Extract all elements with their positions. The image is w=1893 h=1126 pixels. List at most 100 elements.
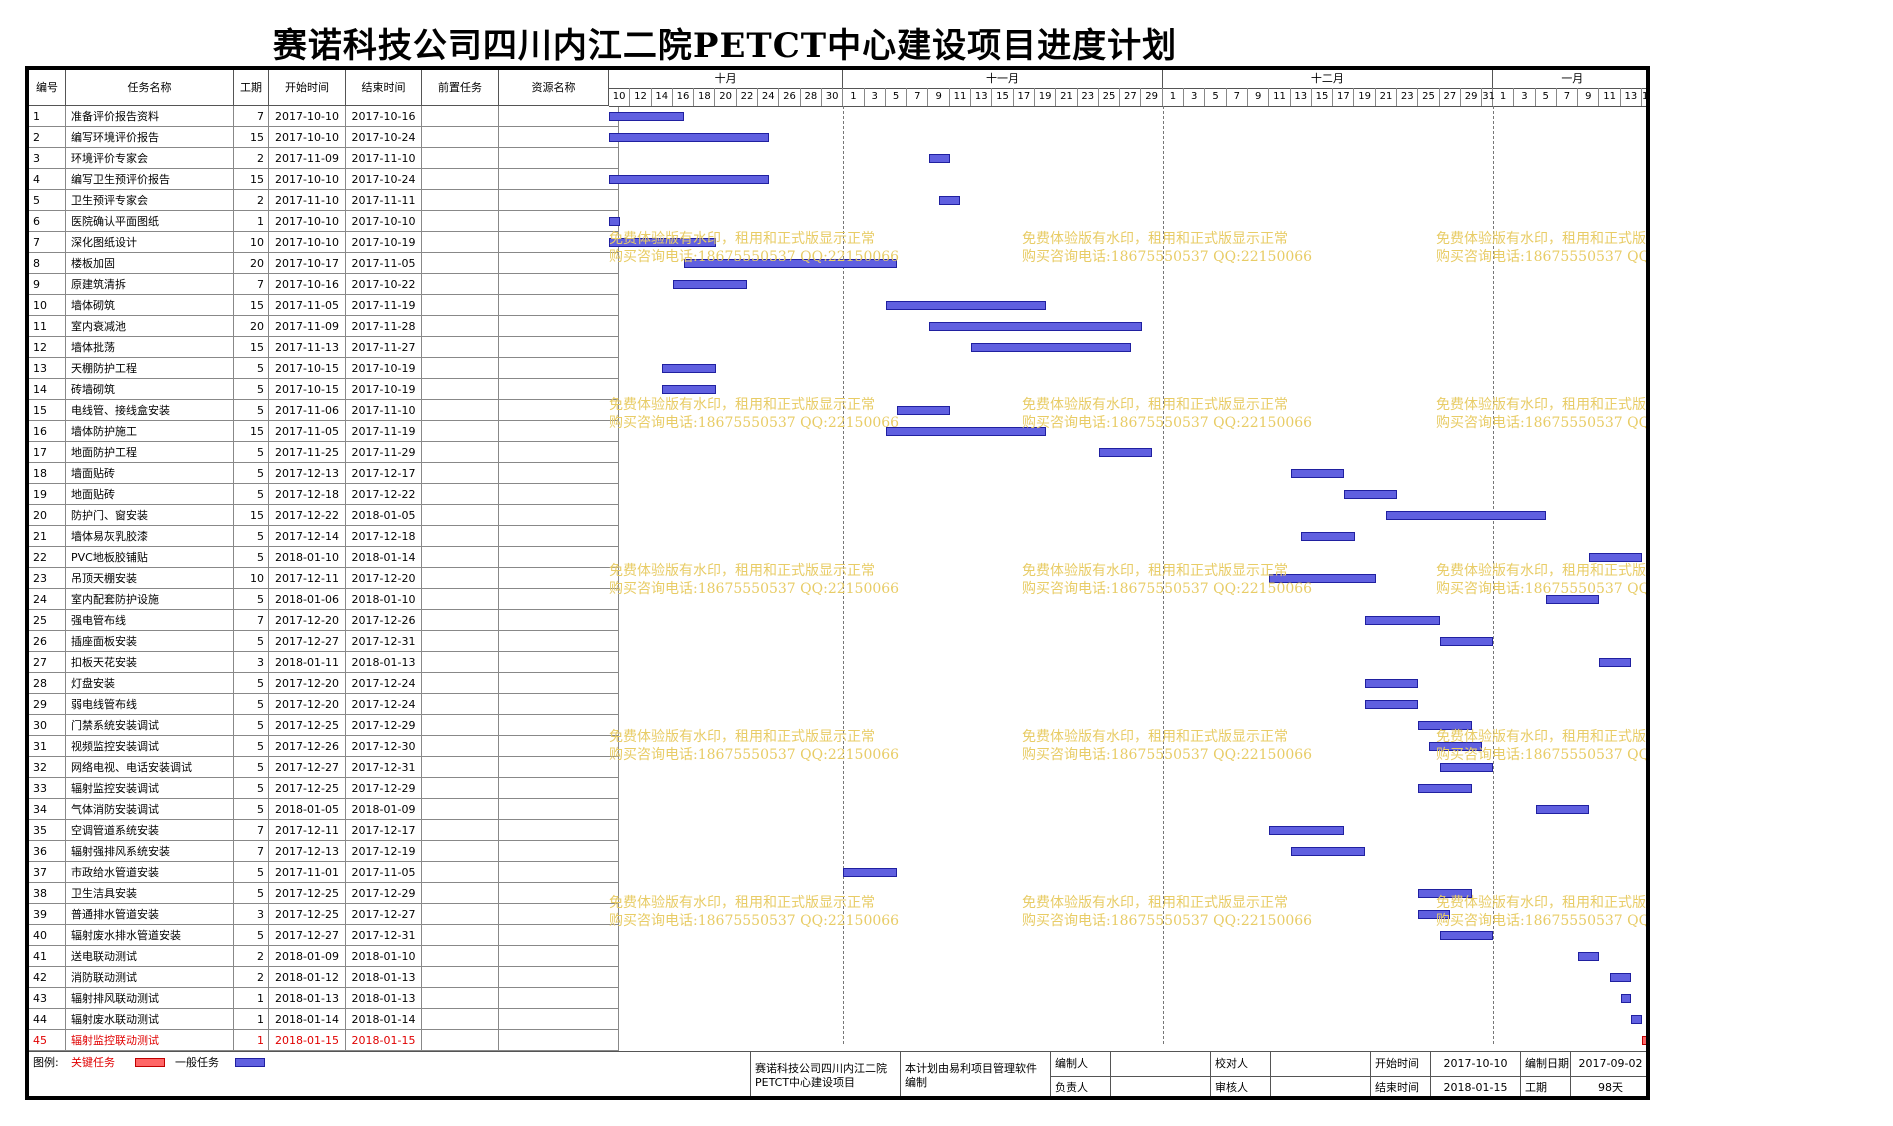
task-row[interactable]: 11 室内衰减池 20 2017-11-09 2017-11-28 [29,316,619,337]
task-start: 2017-10-17 [269,253,346,274]
task-row[interactable]: 35 空调管道系统安装 7 2017-12-11 2017-12-17 [29,820,619,841]
task-bar[interactable] [1439,637,1493,646]
task-bar[interactable] [1642,1036,1646,1045]
task-bar[interactable] [1418,721,1472,730]
task-bar[interactable] [1301,532,1355,541]
task-bar[interactable] [939,196,961,205]
task-bar[interactable] [843,868,897,877]
task-row[interactable]: 16 墙体防护施工 15 2017-11-05 2017-11-19 [29,421,619,442]
task-bar[interactable] [1386,511,1547,520]
task-bar[interactable] [609,217,620,226]
task-id: 15 [29,400,66,421]
task-bar[interactable] [1365,700,1419,709]
task-row[interactable]: 42 消防联动测试 2 2018-01-12 2018-01-13 [29,967,619,988]
task-bar[interactable] [1599,658,1632,667]
task-row[interactable]: 28 灯盘安装 5 2017-12-20 2017-12-24 [29,673,619,694]
task-row[interactable]: 38 卫生洁具安装 5 2017-12-25 2017-12-29 [29,883,619,904]
task-row[interactable]: 14 砖墙砌筑 5 2017-10-15 2017-10-19 [29,379,619,400]
task-row[interactable]: 36 辐射强排风系统安装 7 2017-12-13 2017-12-19 [29,841,619,862]
task-bar[interactable] [1610,973,1632,982]
task-row[interactable]: 1 准备评价报告资料 7 2017-10-10 2017-10-16 [29,106,619,127]
task-bar[interactable] [1269,826,1344,835]
task-bar[interactable] [662,385,716,394]
task-row[interactable]: 5 卫生预评专家会 2 2017-11-10 2017-11-11 [29,190,619,211]
task-row[interactable]: 31 视频监控安装调试 5 2017-12-26 2017-12-30 [29,736,619,757]
task-row[interactable]: 23 吊顶天棚安装 10 2017-12-11 2017-12-20 [29,568,619,589]
task-bar[interactable] [609,112,684,121]
task-row[interactable]: 39 普通排水管道安装 3 2017-12-25 2017-12-27 [29,904,619,925]
task-row[interactable]: 37 市政给水管道安装 5 2017-11-01 2017-11-05 [29,862,619,883]
task-bar[interactable] [1418,910,1451,919]
task-row[interactable]: 45 辐射监控联动测试 1 2018-01-15 2018-01-15 [29,1030,619,1051]
watermark-line-1: 免费体验版有水印，租用和正式版显示正常 [1436,231,1646,247]
task-row[interactable]: 8 楼板加固 20 2017-10-17 2017-11-05 [29,253,619,274]
task-row[interactable]: 4 编写卫生预评价报告 15 2017-10-10 2017-10-24 [29,169,619,190]
task-bar[interactable] [885,427,1046,436]
task-resource [499,106,619,127]
task-row[interactable]: 13 天棚防护工程 5 2017-10-15 2017-10-19 [29,358,619,379]
watermark: 免费体验版有水印，租用和正式版显示正常购买咨询电话:18675550537 QQ… [609,396,899,432]
task-bar[interactable] [609,133,769,142]
task-bar[interactable] [1535,805,1589,814]
task-bar[interactable] [1620,994,1632,1003]
task-row[interactable]: 10 墙体砌筑 15 2017-11-05 2017-11-19 [29,295,619,316]
task-row[interactable]: 41 送电联动测试 2 2018-01-09 2018-01-10 [29,946,619,967]
footer-compiler-label: 编制人 [1050,1052,1110,1077]
task-bar[interactable] [1546,595,1600,604]
task-row[interactable]: 26 插座面板安装 5 2017-12-27 2017-12-31 [29,631,619,652]
task-row[interactable]: 15 电线管、接线盒安装 5 2017-11-06 2017-11-10 [29,400,619,421]
task-row[interactable]: 44 辐射废水联动测试 1 2018-01-14 2018-01-14 [29,1009,619,1030]
task-row[interactable]: 22 PVC地板胶铺贴 5 2018-01-10 2018-01-14 [29,547,619,568]
day-tick-label: 7 [907,88,929,106]
task-bar[interactable] [1290,469,1344,478]
task-row[interactable]: 29 弱电线管布线 5 2017-12-20 2017-12-24 [29,694,619,715]
task-row[interactable]: 2 编写环境评价报告 15 2017-10-10 2017-10-24 [29,127,619,148]
task-row[interactable]: 43 辐射排风联动测试 1 2018-01-13 2018-01-13 [29,988,619,1009]
task-row[interactable]: 24 室内配套防护设施 5 2018-01-06 2018-01-10 [29,589,619,610]
task-bar[interactable] [1343,490,1398,499]
task-row[interactable]: 34 气体消防安装调试 5 2018-01-05 2018-01-09 [29,799,619,820]
task-bar[interactable] [1439,763,1493,772]
task-bar[interactable] [1269,574,1376,583]
task-row[interactable]: 30 门禁系统安装调试 5 2017-12-25 2017-12-29 [29,715,619,736]
task-bar[interactable] [609,175,769,184]
task-bar[interactable] [683,259,897,268]
day-tick-label: 26 [779,88,801,106]
task-bar[interactable] [1290,847,1366,856]
task-row[interactable]: 19 地面贴砖 5 2017-12-18 2017-12-22 [29,484,619,505]
task-row[interactable]: 25 强电管布线 7 2017-12-20 2017-12-26 [29,610,619,631]
task-bar[interactable] [1418,784,1472,793]
task-bar[interactable] [1578,952,1600,961]
task-row[interactable]: 12 墙体批荡 15 2017-11-13 2017-11-27 [29,337,619,358]
task-row[interactable]: 33 辐射监控安装调试 5 2017-12-25 2017-12-29 [29,778,619,799]
task-bar[interactable] [971,343,1131,352]
task-resource [499,925,619,946]
task-bar[interactable] [1418,889,1472,898]
task-bar[interactable] [609,238,716,247]
task-bar[interactable] [1365,616,1440,625]
task-bar[interactable] [928,154,950,163]
task-bar[interactable] [1631,1015,1643,1024]
task-row[interactable]: 21 墙体易灰乳胶漆 5 2017-12-14 2017-12-18 [29,526,619,547]
task-bar[interactable] [928,322,1142,331]
task-bar[interactable] [885,301,1046,310]
task-bar[interactable] [1365,679,1419,688]
task-row[interactable]: 6 医院确认平面图纸 1 2017-10-10 2017-10-10 [29,211,619,232]
task-row[interactable]: 40 辐射废水排水管道安装 5 2017-12-27 2017-12-31 [29,925,619,946]
task-bar[interactable] [1439,931,1493,940]
task-row[interactable]: 18 墙面贴砖 5 2017-12-13 2017-12-17 [29,463,619,484]
task-row[interactable]: 3 环境评价专家会 2 2017-11-09 2017-11-10 [29,148,619,169]
task-row[interactable]: 7 深化图纸设计 10 2017-10-10 2017-10-19 [29,232,619,253]
task-bar[interactable] [672,280,748,289]
task-row[interactable]: 27 扣板天花安装 3 2018-01-11 2018-01-13 [29,652,619,673]
task-row[interactable]: 32 网络电视、电话安装调试 5 2017-12-27 2017-12-31 [29,757,619,778]
task-row[interactable]: 20 防护门、窗安装 15 2017-12-22 2018-01-05 [29,505,619,526]
task-row[interactable]: 9 原建筑清拆 7 2017-10-16 2017-10-22 [29,274,619,295]
task-row[interactable]: 17 地面防护工程 5 2017-11-25 2017-11-29 [29,442,619,463]
task-bar[interactable] [1429,742,1483,751]
task-bar[interactable] [662,364,716,373]
task-bar[interactable] [896,406,950,415]
task-bar[interactable] [1098,448,1153,457]
task-bar[interactable] [1588,553,1643,562]
